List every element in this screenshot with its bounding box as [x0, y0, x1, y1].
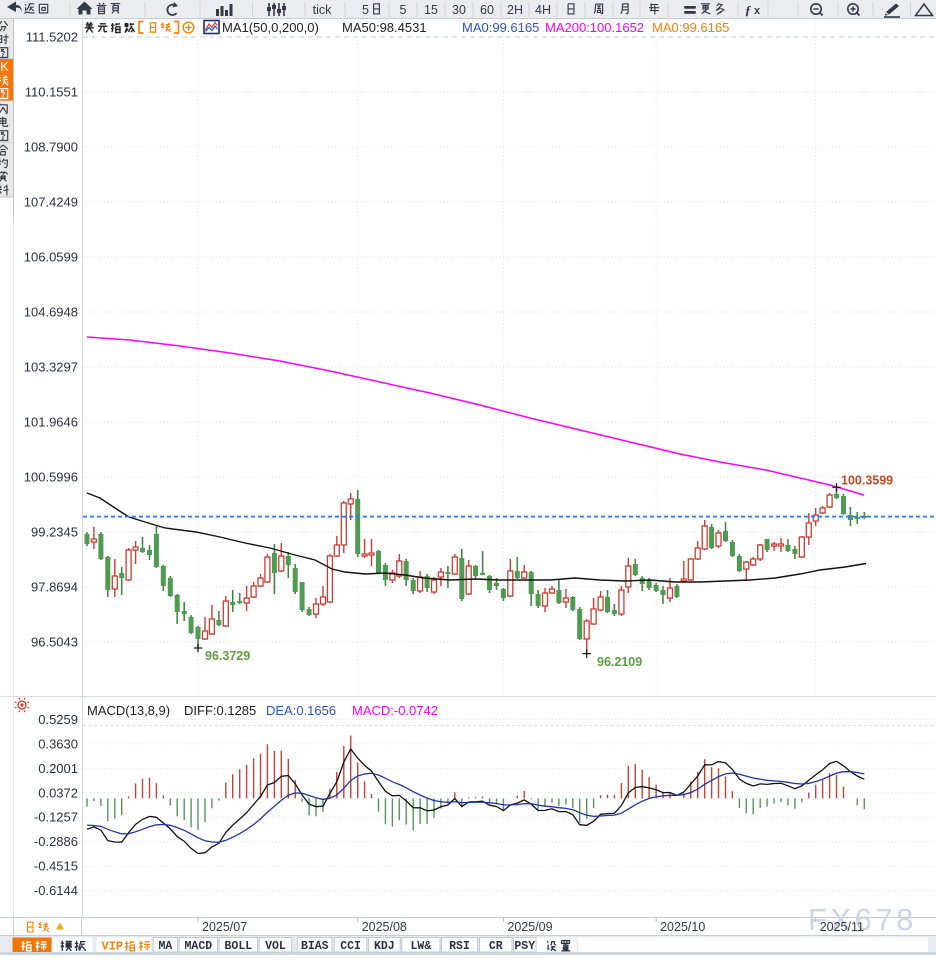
svg-text:x: x	[754, 5, 761, 17]
svg-text:MA50:98.4531: MA50:98.4531	[342, 20, 427, 35]
svg-text:MA: MA	[158, 940, 172, 953]
svg-text:MA0:99.6165: MA0:99.6165	[462, 20, 539, 35]
svg-text:96.2109: 96.2109	[597, 655, 642, 669]
svg-text:101.9646: 101.9646	[24, 415, 78, 430]
svg-text:5: 5	[362, 3, 369, 17]
svg-text:KDJ: KDJ	[374, 940, 395, 953]
svg-text:103.3297: 103.3297	[24, 360, 78, 375]
svg-text:106.0599: 106.0599	[24, 250, 78, 265]
svg-text:MA0:99.6165: MA0:99.6165	[652, 20, 729, 35]
svg-text:BOLL: BOLL	[225, 940, 253, 953]
svg-text:2025/07: 2025/07	[202, 920, 247, 934]
svg-text:tick: tick	[313, 3, 333, 17]
svg-text:96.3729: 96.3729	[205, 649, 250, 663]
svg-text:DEA:0.1656: DEA:0.1656	[266, 703, 336, 718]
svg-text:2025/11: 2025/11	[820, 920, 864, 934]
svg-text:K: K	[0, 59, 9, 74]
svg-text:97.8694: 97.8694	[31, 580, 78, 595]
svg-text:60: 60	[480, 3, 494, 17]
svg-text:-0.4515: -0.4515	[34, 859, 78, 874]
svg-text:2025/09: 2025/09	[507, 920, 552, 934]
svg-text:96.5043: 96.5043	[31, 635, 78, 650]
svg-text:FX678: FX678	[808, 902, 917, 937]
svg-text:99.2345: 99.2345	[31, 525, 78, 540]
svg-text:-0.2886: -0.2886	[34, 834, 78, 849]
svg-text:5: 5	[400, 3, 407, 17]
svg-text:0.2001: 0.2001	[38, 761, 78, 776]
svg-text:PSY: PSY	[514, 940, 535, 953]
svg-text:108.7900: 108.7900	[24, 140, 78, 155]
svg-text:MA200:100.1652: MA200:100.1652	[545, 20, 644, 35]
svg-text:111.5202: 111.5202	[26, 30, 78, 45]
svg-text:30: 30	[452, 3, 466, 17]
svg-text:-0.6144: -0.6144	[34, 883, 78, 898]
svg-text:15: 15	[424, 3, 438, 17]
svg-text:0.3630: 0.3630	[38, 736, 78, 751]
svg-text:110.1551: 110.1551	[25, 85, 78, 100]
svg-text:2H: 2H	[507, 3, 523, 17]
svg-text:2025/08: 2025/08	[362, 920, 407, 934]
svg-text:104.6948: 104.6948	[24, 305, 78, 320]
svg-text:-0.1257: -0.1257	[34, 810, 78, 825]
svg-text:0.0372: 0.0372	[38, 785, 78, 800]
svg-text:MACD: MACD	[185, 940, 213, 953]
svg-text:107.4249: 107.4249	[24, 195, 78, 210]
svg-text:LW&: LW&	[411, 940, 432, 953]
svg-text:CCI: CCI	[340, 940, 361, 953]
svg-text:VIP: VIP	[102, 940, 124, 954]
svg-text:MACD:-0.0742: MACD:-0.0742	[352, 703, 438, 718]
svg-text:VOL: VOL	[265, 940, 286, 953]
svg-text:BIAS: BIAS	[301, 940, 329, 953]
svg-text:0.5259: 0.5259	[38, 712, 78, 727]
svg-text:CR: CR	[489, 940, 503, 953]
svg-text:4H: 4H	[535, 3, 551, 17]
svg-text:100.3599: 100.3599	[841, 474, 893, 488]
svg-text:ƒ: ƒ	[745, 3, 752, 18]
svg-text:100.5996: 100.5996	[24, 470, 78, 485]
svg-text:MACD(13,8,9): MACD(13,8,9)	[87, 703, 170, 718]
svg-text:DIFF:0.1285: DIFF:0.1285	[184, 703, 256, 718]
svg-text:2025/10: 2025/10	[660, 920, 705, 934]
svg-text:RSI: RSI	[449, 940, 470, 953]
svg-text:MA1(50,0,200,0): MA1(50,0,200,0)	[222, 20, 319, 35]
